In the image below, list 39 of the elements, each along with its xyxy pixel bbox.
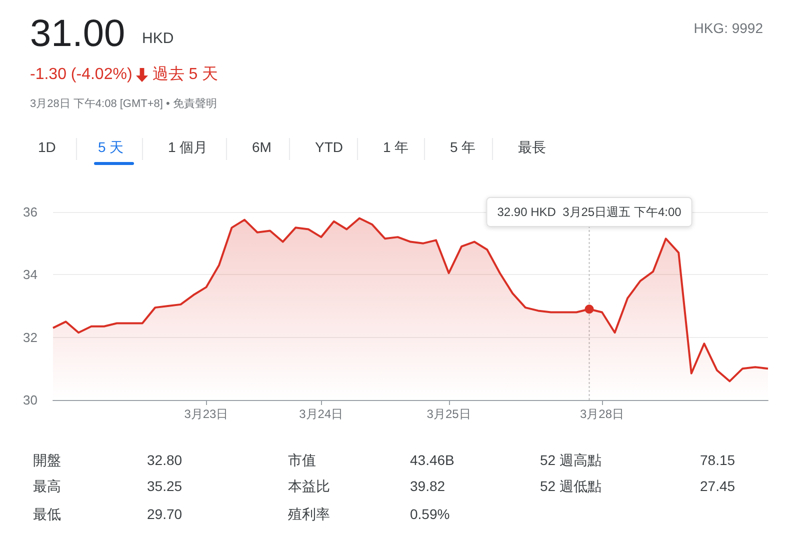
text: 最長 bbox=[518, 139, 546, 157]
text: 本益比 bbox=[288, 478, 330, 496]
y-tick-label: 32 bbox=[23, 330, 38, 345]
text: 43.46B bbox=[410, 452, 454, 468]
text: 52 週高點 bbox=[540, 452, 602, 470]
text: 殖利率 bbox=[288, 506, 330, 524]
text: 開盤 bbox=[33, 452, 61, 470]
text: 最高 bbox=[33, 478, 61, 496]
text: 1D bbox=[38, 139, 56, 155]
text: HKD bbox=[142, 30, 174, 47]
text: 5 年 bbox=[450, 139, 476, 157]
text: 6M bbox=[252, 139, 272, 155]
x-tick-label: 3月23日 bbox=[184, 407, 228, 421]
x-tick-label: 3月28日 bbox=[580, 407, 624, 421]
text: 過去 5 天 bbox=[152, 64, 218, 85]
y-tick-label: 30 bbox=[23, 392, 38, 408]
text: -1.30 (-4.02%) bbox=[30, 66, 132, 84]
y-tick-label: 34 bbox=[23, 267, 38, 282]
x-tick-label: 3月25日 bbox=[426, 407, 471, 421]
text: 39.82 bbox=[410, 478, 446, 494]
text: 52 週低點 bbox=[540, 478, 602, 496]
text: 1 年 bbox=[383, 139, 409, 157]
text: 78.15 bbox=[700, 452, 736, 468]
text: 5 天 bbox=[98, 139, 124, 157]
text: 29.70 bbox=[147, 506, 182, 522]
text: 市值 bbox=[288, 452, 316, 470]
text: 35.25 bbox=[147, 478, 182, 494]
text: 27.45 bbox=[700, 478, 736, 494]
text: HKG: 9992 bbox=[694, 20, 763, 36]
text: 3月28日 下午4:08 [GMT+8] • 免責聲明 bbox=[30, 97, 217, 111]
x-tick-label: 3月24日 bbox=[299, 407, 344, 421]
text: 32.80 bbox=[147, 452, 182, 468]
y-tick-label: 36 bbox=[23, 204, 38, 220]
text: 1 個月 bbox=[168, 139, 208, 157]
text: YTD bbox=[315, 139, 343, 155]
text: 31.00 bbox=[30, 12, 126, 56]
annotation: 32.90 HKD 3月25日週五 下午4:00 bbox=[497, 205, 682, 219]
text: 0.59% bbox=[410, 506, 450, 522]
text: 最低 bbox=[33, 506, 61, 524]
